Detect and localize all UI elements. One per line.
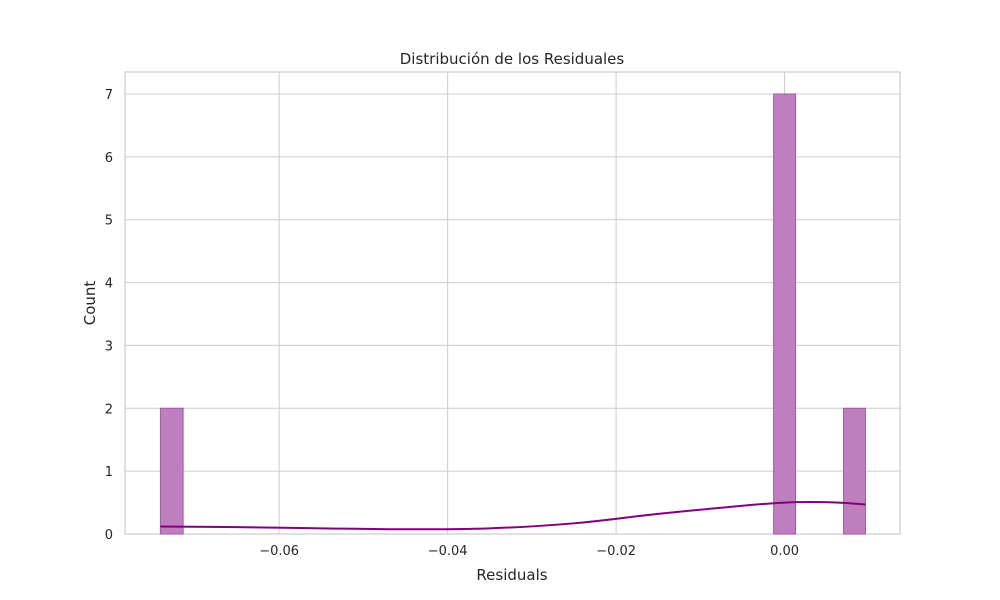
- chart-title: Distribución de los Residuales: [400, 50, 625, 68]
- y-tick-label: 3: [105, 339, 113, 354]
- y-tick-labels: 0 1 2 3 4 5 6 7: [105, 88, 113, 543]
- histogram-bar: [160, 408, 183, 534]
- x-tick-label: −0.06: [259, 544, 299, 559]
- y-tick-label: 4: [105, 277, 113, 292]
- x-tick-labels: −0.06 −0.04 −0.02 0.00: [259, 544, 799, 559]
- y-tick-label: 5: [105, 214, 113, 229]
- x-tick-label: −0.02: [596, 544, 636, 559]
- x-tick-label: 0.00: [770, 544, 799, 559]
- x-axis-label: Residuals: [476, 566, 547, 584]
- y-axis-label: Count: [81, 281, 99, 326]
- histogram-bar: [844, 408, 866, 534]
- histogram-bar: [774, 94, 796, 534]
- x-tick-label: −0.04: [428, 544, 468, 559]
- y-tick-label: 0: [105, 528, 113, 543]
- y-tick-label: 7: [105, 88, 113, 103]
- y-tick-label: 6: [105, 151, 113, 166]
- y-tick-label: 1: [105, 465, 113, 480]
- y-tick-label: 2: [105, 402, 113, 417]
